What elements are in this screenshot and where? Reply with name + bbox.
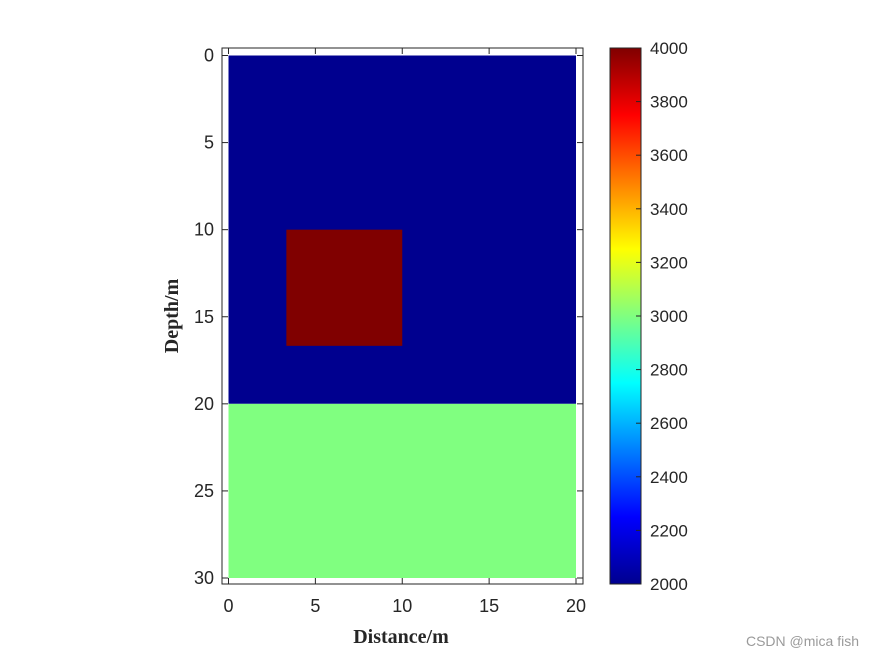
colorbar-tick-label: 4000 xyxy=(650,39,688,58)
y-tick-label: 5 xyxy=(204,133,214,153)
colorbar-tick-label: 2400 xyxy=(650,468,688,487)
colorbar-tick-label: 2200 xyxy=(650,521,688,540)
x-axis-label: Distance/m xyxy=(353,626,449,648)
x-tick-label: 0 xyxy=(223,596,233,616)
colorbar-tick-label: 3800 xyxy=(650,93,688,112)
heatmap-region-anomaly-block xyxy=(286,229,403,346)
x-axis: 0 5 10 15 20 xyxy=(223,48,586,616)
colorbar-tick-label: 3200 xyxy=(650,253,688,272)
colorbar-tick-label: 2800 xyxy=(650,361,688,380)
colorbar-gradient xyxy=(609,47,642,585)
y-tick-label: 15 xyxy=(194,307,214,327)
x-tick-label: 15 xyxy=(479,596,499,616)
x-tick-label: 20 xyxy=(566,596,586,616)
y-tick-label: 30 xyxy=(194,568,214,588)
colorbar-tick-label: 3400 xyxy=(650,200,688,219)
colorbar-tick-label: 2000 xyxy=(650,575,688,594)
y-tick-label: 10 xyxy=(194,220,214,240)
x-tick-label: 5 xyxy=(310,596,320,616)
y-axis-label: Depth/m xyxy=(161,278,183,353)
colorbar-tick-label: 3600 xyxy=(650,146,688,165)
colorbar: 2000 2200 2400 2600 2800 3000 3200 3400 3600 3800… xyxy=(609,39,688,594)
colorbar-tick-label: 3000 xyxy=(650,307,688,326)
y-tick-label: 25 xyxy=(194,481,214,501)
y-tick-label: 20 xyxy=(194,394,214,414)
y-tick-label: 0 xyxy=(204,46,214,66)
x-tick-label: 10 xyxy=(392,596,412,616)
y-axis: 0 5 10 15 20 25 30 xyxy=(194,46,583,588)
watermark: CSDN @mica fish xyxy=(746,633,859,649)
colorbar-tick-label: 2600 xyxy=(650,414,688,433)
plot-area xyxy=(221,47,584,585)
heatmap-region-lower-layer xyxy=(228,403,576,578)
